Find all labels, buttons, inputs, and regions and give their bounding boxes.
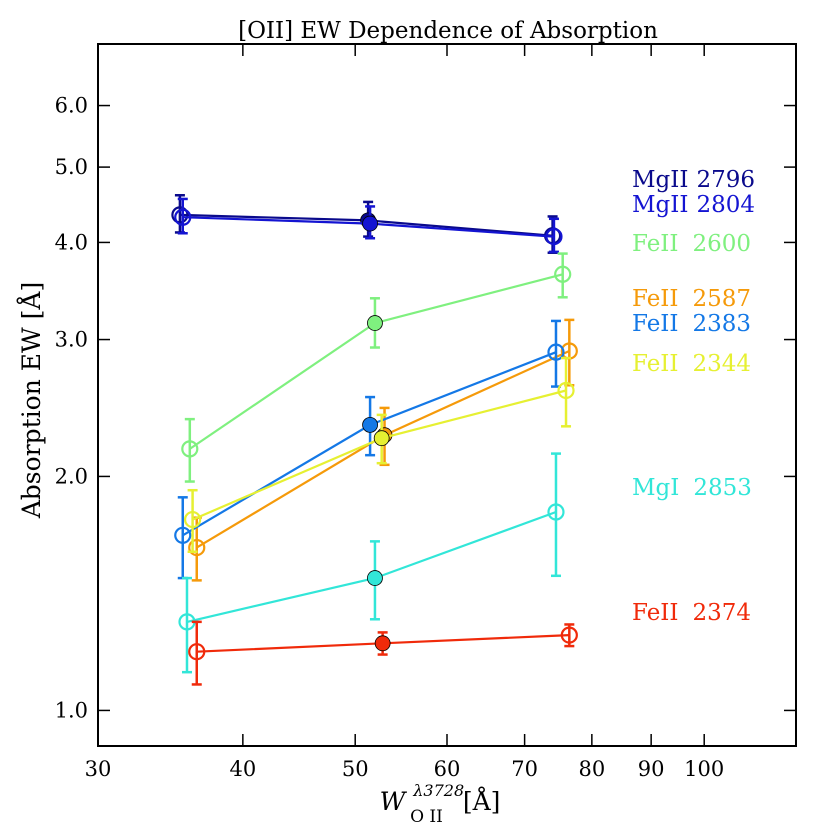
x-axis-label-superscript: λ3728 — [412, 781, 464, 800]
data-point — [362, 416, 378, 433]
y-tick-label: 6.0 — [55, 94, 88, 118]
x-tick-label: 60 — [434, 757, 461, 781]
series-label-mgi-2853: MgI 2853 — [632, 475, 752, 501]
series-label-wavelength: 2804 — [696, 192, 755, 218]
data-point — [547, 503, 565, 521]
series-label-ion: FeII — [632, 311, 678, 337]
series-label-feii-2344: FeII 2344 — [632, 351, 751, 377]
series-feii-2344 — [183, 356, 575, 554]
series-label-ion: MgI — [632, 475, 679, 501]
data-point — [362, 215, 378, 232]
x-axis-label-base: W — [380, 787, 408, 816]
series-feii-2374 — [188, 620, 578, 686]
series-label-feii-2383: FeII 2383 — [632, 311, 751, 337]
data-point — [373, 430, 390, 447]
series-label-ion: FeII — [632, 286, 678, 312]
data-point — [188, 643, 206, 661]
chart-title: [OII] EW Dependence of Absorption — [238, 18, 658, 44]
series-mgi-2853 — [178, 452, 565, 674]
legend: MgII 2796 MgII 2804 FeII 2600 FeII 2587 FeII 2383… — [632, 167, 755, 626]
series-label-mgii-2804: MgII 2804 — [632, 192, 755, 218]
data-point — [183, 510, 202, 529]
y-tick-label: 4.0 — [55, 230, 88, 254]
x-tick-label: 30 — [85, 757, 112, 781]
series-label-wavelength: 2383 — [692, 311, 751, 337]
series-label-ion: FeII — [632, 231, 678, 257]
x-tick-label: 70 — [511, 757, 538, 781]
data-point — [367, 570, 383, 586]
data-point — [374, 635, 391, 652]
x-tick-label: 50 — [342, 757, 369, 781]
data-point — [174, 208, 192, 226]
data-point — [181, 440, 199, 458]
series-label-wavelength: 2587 — [692, 286, 751, 312]
data-point — [174, 526, 192, 544]
data-point — [171, 206, 189, 224]
x-axis-label: W λ3728 O II [Å] — [380, 773, 501, 828]
series-label-wavelength: 2796 — [696, 167, 755, 193]
data-point — [545, 227, 563, 246]
data-point — [560, 626, 578, 644]
series-label-mgii-2796: MgII 2796 — [632, 167, 755, 193]
data-point — [367, 315, 383, 331]
x-axis: 30 40 50 60 70 80 90 100 — [85, 44, 724, 781]
series-label-wavelength: 2344 — [692, 351, 751, 377]
series-label-ion: MgII — [632, 167, 688, 193]
data-point — [188, 538, 206, 557]
series-label-feii-2587: FeII 2587 — [632, 286, 751, 312]
x-axis-label-subscript: O II — [410, 807, 443, 827]
series-feii-2587 — [188, 318, 578, 582]
y-axis-label: Absorption EW [Å] — [16, 282, 46, 520]
x-tick-label: 100 — [684, 757, 724, 781]
data-point — [554, 265, 572, 283]
series-label-ion: FeII — [632, 351, 678, 377]
series-line — [186, 510, 557, 623]
y-tick-label: 3.0 — [55, 328, 88, 352]
series-label-wavelength: 2853 — [693, 475, 752, 501]
series-label-wavelength: 2600 — [692, 231, 751, 257]
data-point — [557, 381, 575, 400]
x-axis-label-unit: [Å] — [463, 786, 501, 816]
y-tick-label: 1.0 — [55, 698, 88, 722]
y-tick-label: 5.0 — [55, 155, 88, 179]
series-mgii-2804 — [174, 197, 563, 254]
series-label-wavelength: 2374 — [692, 600, 751, 626]
series-label-ion: FeII — [632, 600, 678, 626]
x-tick-label: 80 — [578, 757, 605, 781]
series-label-feii-2600: FeII 2600 — [632, 231, 751, 257]
x-tick-label: 90 — [638, 757, 665, 781]
series-feii-2600 — [181, 252, 572, 483]
series-line — [196, 349, 570, 549]
series-feii-2383 — [174, 319, 565, 580]
data-point — [547, 343, 565, 361]
series-label-ion: MgII — [632, 192, 688, 218]
series-label-feii-2374: FeII 2374 — [632, 600, 751, 626]
y-axis: 1.0 2.0 3.0 4.0 5.0 6.0 — [55, 94, 796, 722]
x-tick-label: 40 — [229, 757, 256, 781]
series-layer — [171, 193, 578, 686]
y-tick-label: 2.0 — [55, 464, 88, 488]
